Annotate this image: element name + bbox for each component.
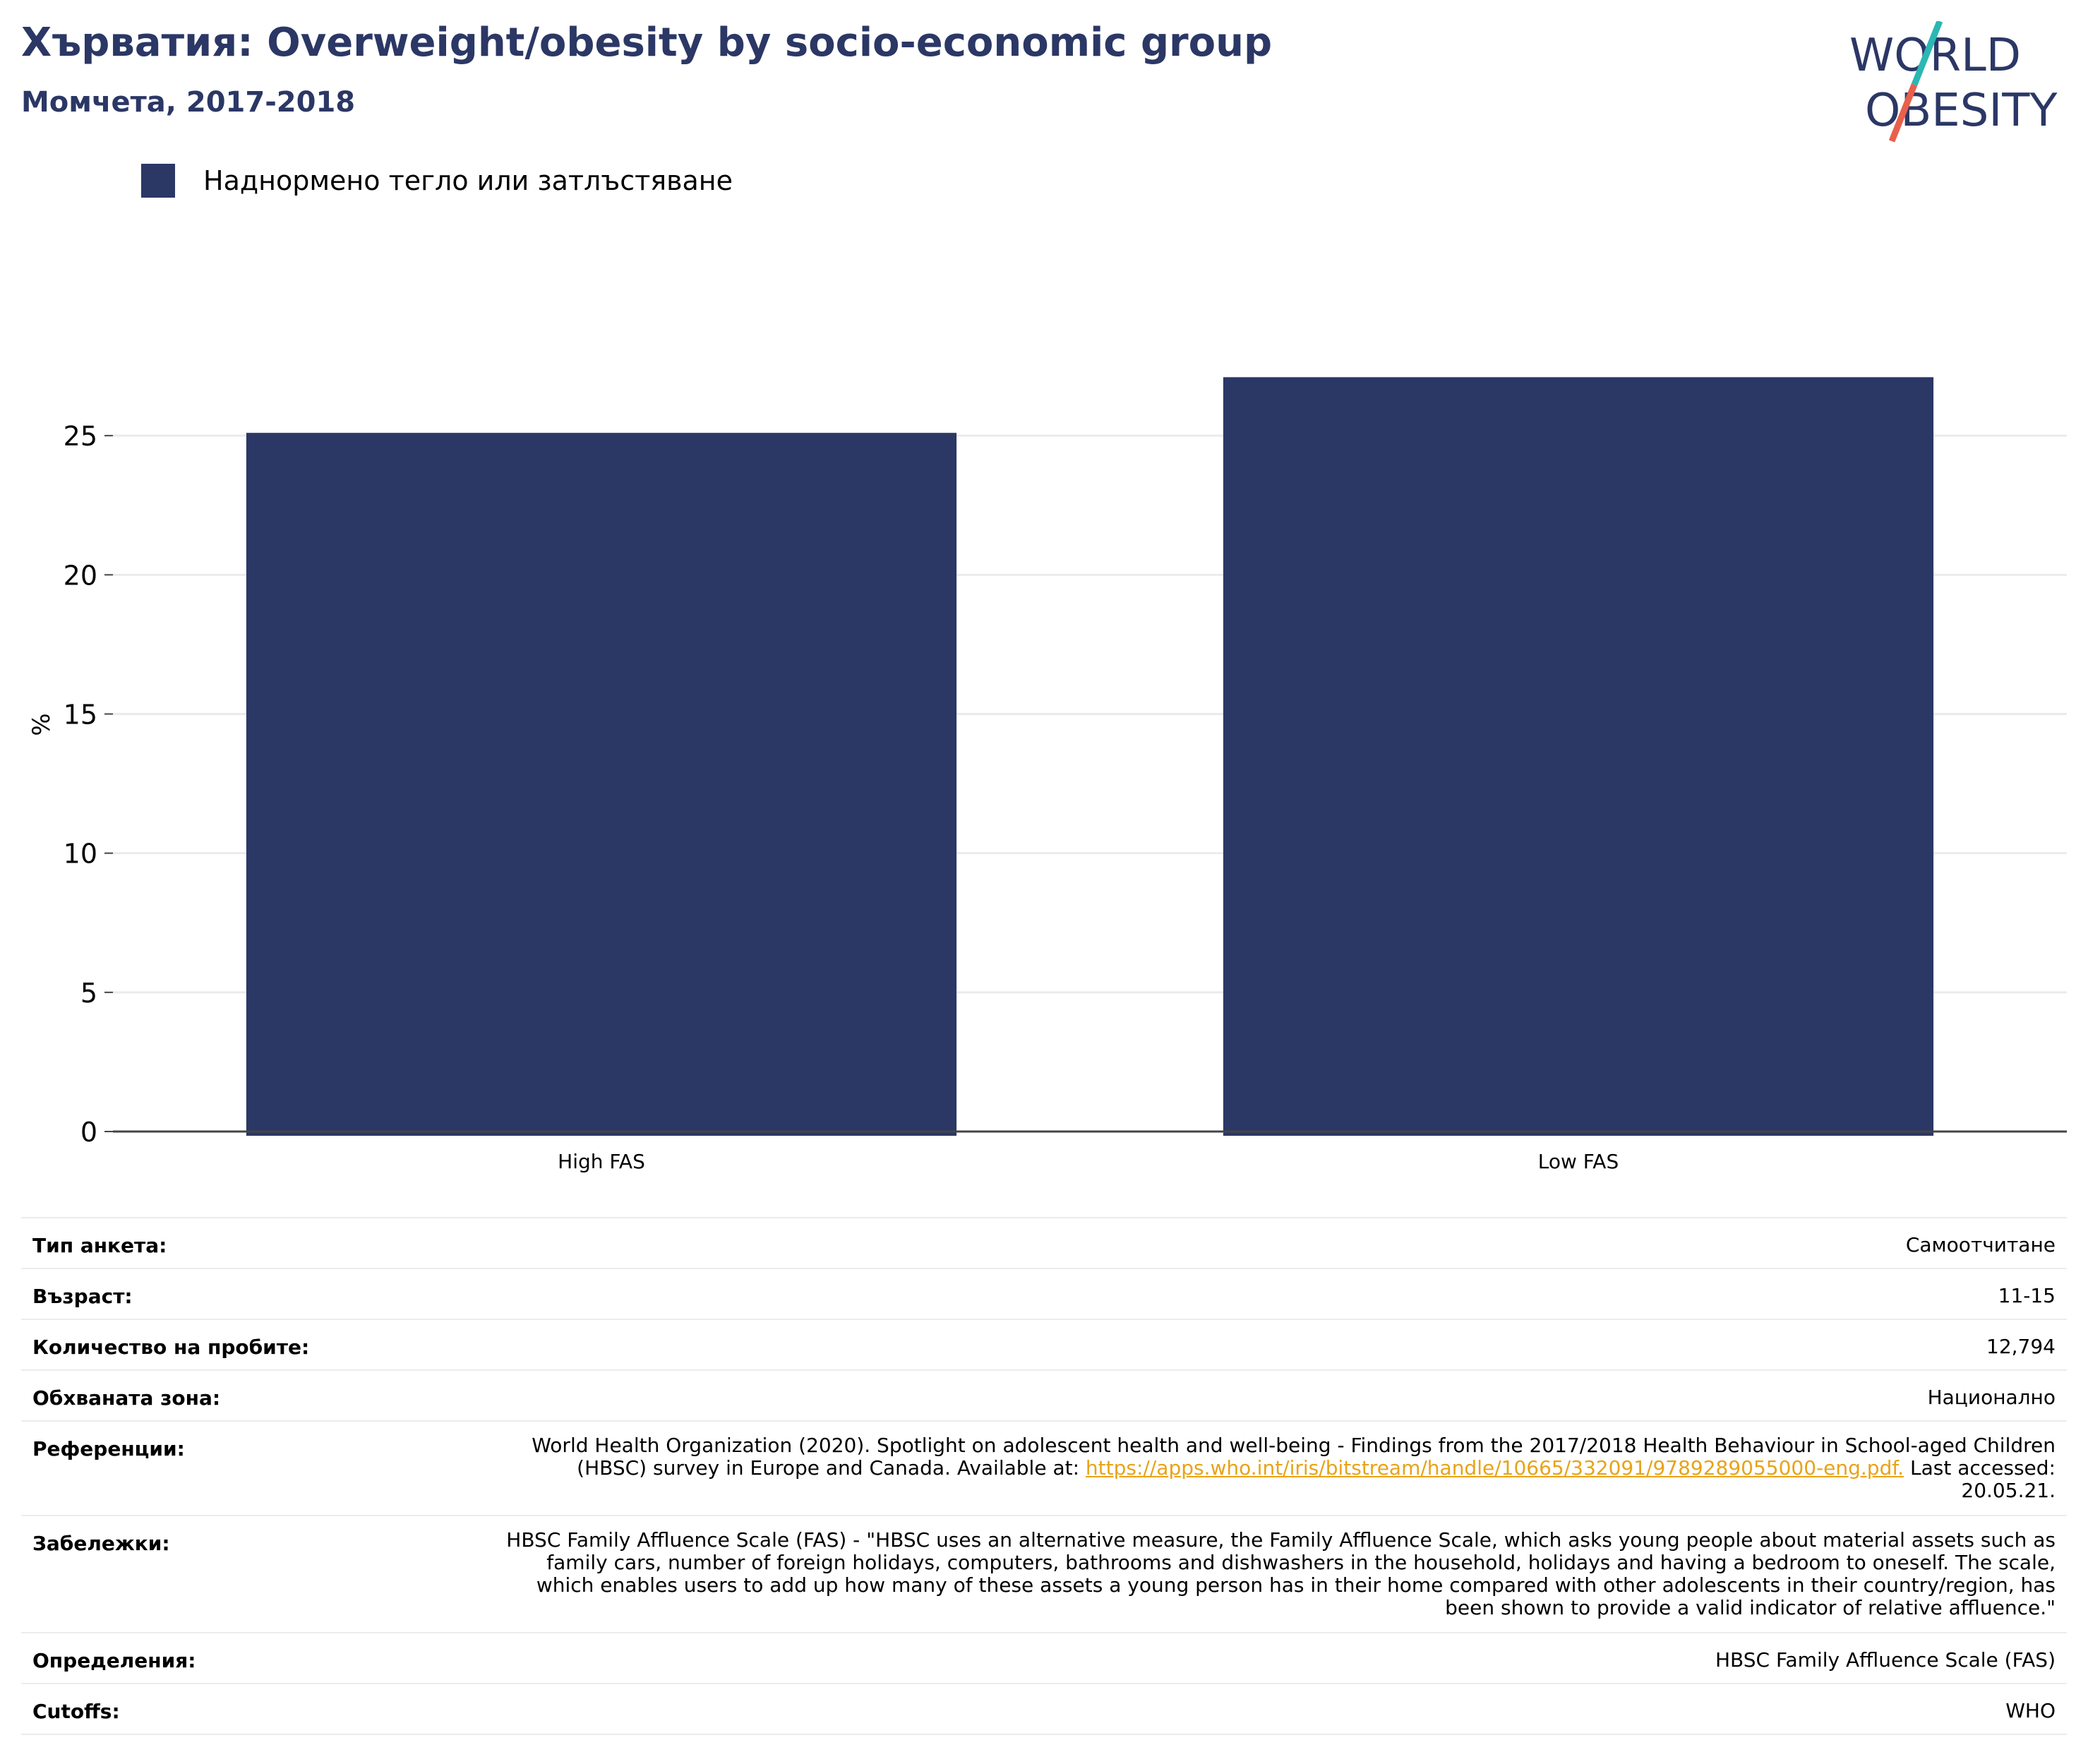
logo-slash-top (1911, 21, 1943, 86)
references-accessed: Last accessed: 20.05.21. (1904, 1456, 2056, 1502)
info-row-survey-type: Тип анкета: Самоотчитане (21, 1218, 2067, 1269)
y-tick-label: 20 (64, 560, 97, 591)
info-row-definitions: Определения: HBSC Family Affluence Scale… (21, 1633, 2067, 1684)
x-tick-label: High FAS (558, 1150, 645, 1173)
y-tick-label: 25 (64, 421, 97, 452)
info-row-notes: Забележки: HBSC Family Affluence Scale (… (21, 1516, 2067, 1633)
definitions-label: Определения: (32, 1649, 196, 1672)
world-obesity-logo[interactable]: WORLD OBESITY (1835, 21, 2075, 148)
references-text: World Health Organization (2020). Spotli… (532, 1434, 2056, 1480)
definitions-value: HBSC Family Affluence Scale (FAS) (1715, 1648, 2056, 1672)
x-tick-label: Low FAS (1538, 1150, 1619, 1173)
legend-swatch[interactable] (141, 164, 175, 198)
y-tick-label: 15 (64, 700, 97, 731)
sample-size-label: Количество на пробите: (32, 1336, 310, 1359)
logo-slash-bottom (1888, 83, 1918, 143)
age-label: Възраст: (32, 1285, 133, 1308)
notes-label: Забележки: (32, 1532, 170, 1555)
references-label: Референции: (32, 1437, 185, 1460)
info-row-sample-size: Количество на пробите: 12,794 (21, 1320, 2067, 1371)
axes: 0 5 10 15 20 25% High FAS Low FAS (28, 421, 2067, 1173)
sample-size-value: 12,794 (1986, 1335, 2056, 1358)
notes-value: HBSC Family Affluence Scale (FAS) - "HBS… (506, 1528, 2056, 1619)
references-value: World Health Organization (2020). Spotli… (503, 1422, 2067, 1515)
y-axis-label: % (28, 713, 56, 736)
bar-low-fas[interactable] (1223, 377, 1934, 1136)
legend-label[interactable]: Наднормено тегло или затлъстяване (203, 165, 733, 196)
bars (246, 377, 1934, 1136)
page-subtitle: Момчета, 2017-2018 (21, 86, 356, 119)
y-tick-label: 10 (64, 839, 97, 870)
cutoffs-label: Cutoffs: (32, 1700, 120, 1723)
y-tick-label: 0 (80, 1117, 97, 1148)
references-link[interactable]: https://apps.who.int/iris/bitstream/hand… (1085, 1456, 1904, 1480)
info-row-cutoffs: Cutoffs: WHO (21, 1684, 2067, 1735)
bar-chart: 0 5 10 15 20 25% High FAS Low FAS (28, 377, 2067, 1173)
area-label: Обхваната зона: (32, 1386, 221, 1410)
info-row-references: Референции: World Health Organization (2… (21, 1422, 2067, 1516)
page-title: Хърватия: Overweight/obesity by socio-ec… (21, 20, 1273, 66)
info-table: Тип анкета: Самоотчитане Възраст: 11-15 … (21, 1217, 2067, 1735)
age-value: 11-15 (1998, 1284, 2056, 1307)
bar-high-fas[interactable] (246, 433, 957, 1136)
survey-type-label: Тип анкета: (32, 1234, 167, 1257)
survey-type-value: Самоотчитане (1905, 1233, 2056, 1256)
info-row-area: Обхваната зона: Национално (21, 1371, 2067, 1422)
cutoffs-value: WHO (2005, 1699, 2056, 1722)
info-row-age: Възраст: 11-15 (21, 1269, 2067, 1320)
chart-legend: Наднормено тегло или затлъстяване (141, 164, 733, 198)
area-value: Национално (1927, 1386, 2056, 1409)
y-tick-label: 5 (80, 978, 97, 1009)
